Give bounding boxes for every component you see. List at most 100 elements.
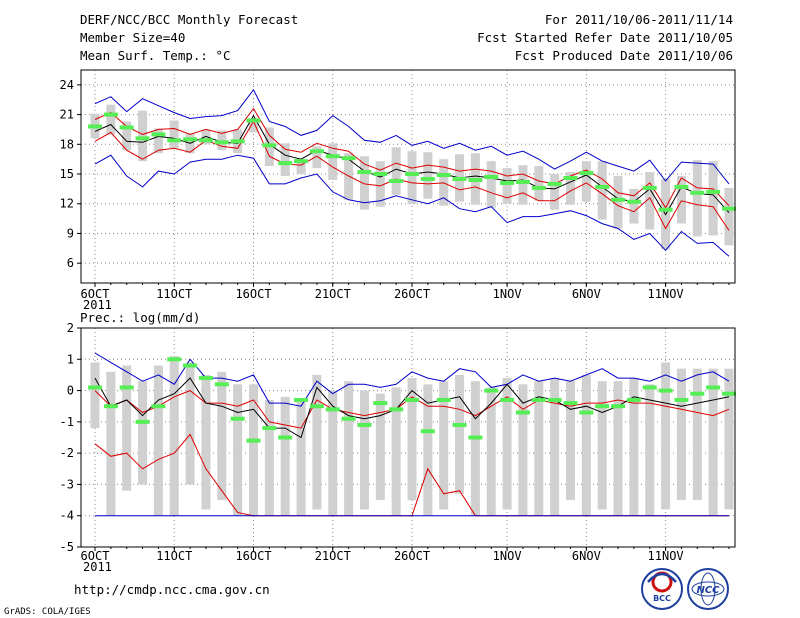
precip-p75-line bbox=[94, 390, 730, 429]
temp-observed-marker bbox=[500, 180, 515, 185]
temp-observed-marker bbox=[341, 156, 356, 161]
member-size-label: Member Size=40 bbox=[80, 30, 185, 45]
temp-ytick-label: 9 bbox=[67, 226, 74, 240]
temp-observed-marker bbox=[103, 112, 118, 117]
temp-spread-box bbox=[502, 168, 512, 204]
precip-spread-box bbox=[169, 356, 179, 516]
temp-ytick-label: 15 bbox=[60, 167, 74, 181]
temp-observed-marker bbox=[484, 174, 499, 179]
temp-observed-marker bbox=[230, 139, 245, 144]
temp-xtick-label: 21OCT bbox=[315, 287, 351, 301]
precip-observed-marker bbox=[214, 382, 229, 387]
temp-spread-box bbox=[249, 118, 258, 133]
temp-p75-line bbox=[94, 107, 730, 209]
precip-observed-marker bbox=[658, 388, 673, 393]
temp-observed-marker bbox=[88, 124, 102, 129]
temp-ytick-label: 24 bbox=[60, 78, 74, 92]
temp-ytick-label: 6 bbox=[67, 256, 74, 270]
temp-spread-box bbox=[518, 165, 528, 205]
temp-observed-marker bbox=[690, 190, 705, 195]
precip-observed-marker bbox=[515, 410, 530, 415]
temp-spread-box bbox=[375, 161, 385, 207]
precip-observed-marker bbox=[262, 426, 277, 431]
temp-spread-box bbox=[708, 161, 718, 236]
temp-observed-marker bbox=[658, 207, 673, 212]
bcc-logo-text: BCC bbox=[653, 594, 671, 603]
temp-observed-marker bbox=[309, 149, 324, 154]
precip-ytick-label: 2 bbox=[67, 321, 74, 335]
precip-spread-box bbox=[581, 374, 591, 516]
precip-ytick-label: -4 bbox=[60, 509, 74, 523]
precip-observed-marker bbox=[531, 397, 546, 402]
precip-observed-marker bbox=[579, 410, 594, 415]
precip-observed-marker bbox=[135, 419, 150, 424]
precip-spread-box bbox=[597, 381, 607, 510]
precip-observed-marker bbox=[357, 422, 372, 427]
temp-observed-marker bbox=[262, 143, 277, 148]
temp-observed-marker bbox=[420, 176, 435, 181]
precip-spread-box bbox=[106, 371, 116, 516]
precip-spread-box bbox=[138, 381, 148, 485]
temp-observed-marker bbox=[405, 172, 419, 177]
precip-spread-box bbox=[613, 381, 623, 516]
temp-observed-marker bbox=[151, 132, 166, 137]
temp-ytick-label: 18 bbox=[60, 137, 74, 151]
precip-observed-marker bbox=[420, 429, 435, 434]
temp-observed-marker bbox=[563, 175, 578, 180]
precip-spread-box bbox=[153, 365, 163, 516]
precip-observed-marker bbox=[468, 435, 483, 440]
precip-observed-marker bbox=[484, 388, 499, 393]
temp-xtick-label: 16OCT bbox=[235, 287, 271, 301]
precip-observed-marker bbox=[88, 385, 102, 390]
precip-median-line bbox=[94, 377, 730, 439]
temp-year-label: 2011 bbox=[83, 298, 112, 312]
temp-observed-marker bbox=[531, 185, 546, 190]
temp-spread-box bbox=[391, 147, 401, 195]
precip-observed-marker bbox=[674, 397, 689, 402]
temp-ytick-label: 21 bbox=[60, 108, 74, 122]
temp-spread-box bbox=[328, 143, 338, 180]
temp-xtick-label: 11OCT bbox=[156, 287, 192, 301]
temp-xtick-label: 26OCT bbox=[394, 287, 430, 301]
temp-observed-marker bbox=[294, 159, 309, 164]
precip-ytick-label: 1 bbox=[67, 352, 74, 366]
precip-spread-box bbox=[692, 368, 702, 501]
precip-observed-marker bbox=[690, 391, 705, 396]
precip-observed-marker bbox=[167, 357, 182, 362]
precip-observed-marker bbox=[405, 397, 419, 402]
footer-url[interactable]: http://cmdp.ncc.cma.gov.cn bbox=[74, 582, 270, 597]
precip-observed-marker bbox=[563, 401, 578, 406]
temp-spread-box bbox=[676, 176, 686, 224]
precip-spread-box bbox=[90, 362, 100, 429]
temp-observed-marker bbox=[547, 181, 562, 186]
precip-spread-box bbox=[233, 384, 243, 516]
temp-max-line bbox=[94, 88, 730, 185]
temp-spread-box bbox=[312, 146, 322, 169]
temp-spread-box bbox=[613, 176, 623, 229]
temp-observed-marker bbox=[436, 173, 451, 178]
precip-observed-marker bbox=[642, 385, 657, 390]
temp-spread-box bbox=[534, 166, 544, 201]
precip-observed-marker bbox=[452, 422, 467, 427]
ncc-logo: NCC bbox=[687, 568, 729, 610]
precip-observed-marker bbox=[626, 397, 641, 402]
temp-observed-marker bbox=[515, 179, 530, 184]
precip-spread-box bbox=[296, 399, 306, 516]
variable-label: Mean Surf. Temp.: °C bbox=[80, 48, 231, 63]
temp-spread-box bbox=[359, 156, 369, 210]
temp-observed-marker bbox=[626, 199, 641, 204]
temp-observed-marker bbox=[198, 138, 213, 143]
precip-observed-marker bbox=[151, 404, 166, 409]
temp-observed-marker bbox=[579, 171, 594, 176]
precip-observed-marker bbox=[706, 385, 721, 390]
precip-ytick-label: -1 bbox=[60, 415, 74, 429]
temp-observed-marker bbox=[278, 161, 293, 166]
precip-observed-marker bbox=[246, 438, 261, 443]
precip-observed-marker bbox=[436, 397, 451, 402]
grads-credit: GrADS: COLA/IGES bbox=[4, 607, 91, 617]
precip-spread-box bbox=[566, 381, 575, 501]
precip-observed-marker bbox=[595, 404, 610, 409]
precip-observed-marker bbox=[309, 404, 324, 409]
temp-spread-box bbox=[138, 110, 148, 162]
precip-spread-box bbox=[455, 374, 465, 494]
